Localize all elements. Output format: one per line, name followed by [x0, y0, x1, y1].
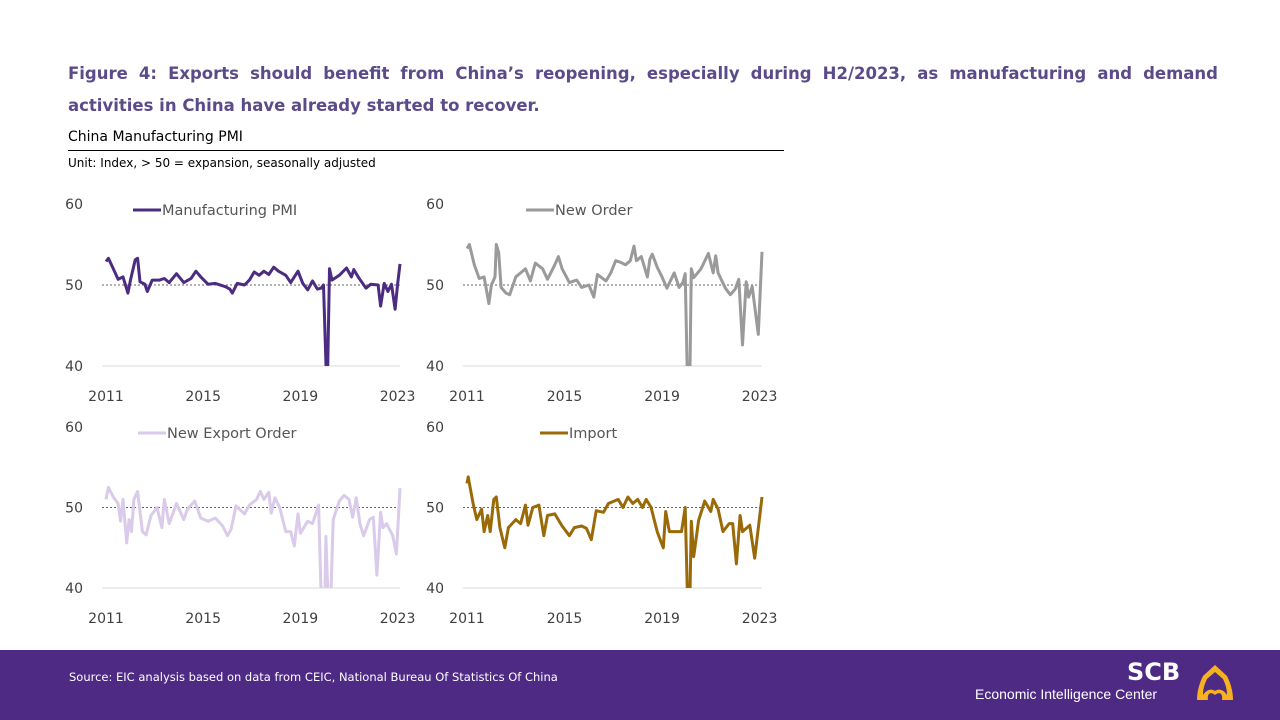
scb-logo-icon	[1197, 665, 1233, 700]
x-tick-label: 2015	[547, 611, 583, 627]
x-tick-label: 2023	[380, 611, 416, 627]
x-tick-label: 2023	[380, 389, 416, 405]
legend-label: Import	[569, 426, 617, 442]
y-tick-label: 60	[426, 197, 444, 213]
legend-label: New Export Order	[167, 426, 297, 442]
y-tick-label: 40	[65, 359, 83, 375]
logo-scb: SCB	[1127, 658, 1181, 686]
chart-panel-3: 40 50 60 2011 2015 2019 2023 New Export Order	[65, 420, 416, 627]
y-tick-label: 60	[65, 197, 83, 213]
y-tick-label: 50	[65, 278, 83, 294]
y-tick-label: 50	[65, 501, 83, 517]
unit-note: Unit: Index, > 50 = expansion, seasonall…	[68, 156, 376, 170]
x-tick-label: 2011	[449, 611, 485, 627]
y-tick-label: 50	[426, 501, 444, 517]
y-tick-label: 60	[426, 420, 444, 436]
series-line-new-order	[465, 243, 764, 366]
y-tick-label: 40	[65, 581, 83, 597]
y-tick-label: 40	[426, 581, 444, 597]
logo-eic: Economic Intelligence Center	[975, 686, 1158, 702]
series-line-import	[465, 475, 764, 588]
legend-label: Manufacturing PMI	[162, 203, 297, 219]
y-tick-label: 40	[426, 359, 444, 375]
footer: Source: EIC analysis based on data from …	[0, 650, 1280, 720]
x-tick-label: 2015	[547, 389, 583, 405]
chart-panel-4: 40 50 60 2011 2015 2019 2023 Import	[426, 420, 778, 627]
series-line-new-export-order	[104, 485, 402, 588]
x-tick-label: 2011	[449, 389, 485, 405]
x-tick-label: 2011	[88, 389, 124, 405]
x-tick-label: 2019	[644, 611, 680, 627]
series-line-manufacturing-pmi	[104, 256, 402, 366]
legend-label: New Order	[555, 203, 632, 219]
x-tick-label: 2019	[283, 611, 319, 627]
title-divider	[68, 150, 784, 151]
x-tick-label: 2015	[185, 611, 221, 627]
chart-panel-1: 40 50 60 2011 2015 2019 2023 Manufacturing PMI	[65, 197, 415, 405]
x-tick-label: 2023	[742, 611, 778, 627]
y-tick-label: 50	[426, 278, 444, 294]
x-tick-label: 2011	[88, 611, 124, 627]
y-tick-label: 60	[65, 420, 83, 436]
x-tick-label: 2019	[644, 389, 680, 405]
chart-title: China Manufacturing PMI	[68, 129, 243, 145]
figure-title: Figure 4: Exports should benefit from Ch…	[68, 64, 1218, 115]
x-tick-label: 2019	[283, 389, 319, 405]
x-tick-label: 2023	[742, 389, 778, 405]
x-tick-label: 2015	[185, 389, 221, 405]
chart-panel-2: 40 50 60 2011 2015 2019 2023 New Order	[426, 197, 778, 405]
source-note: Source: EIC analysis based on data from …	[69, 670, 558, 684]
